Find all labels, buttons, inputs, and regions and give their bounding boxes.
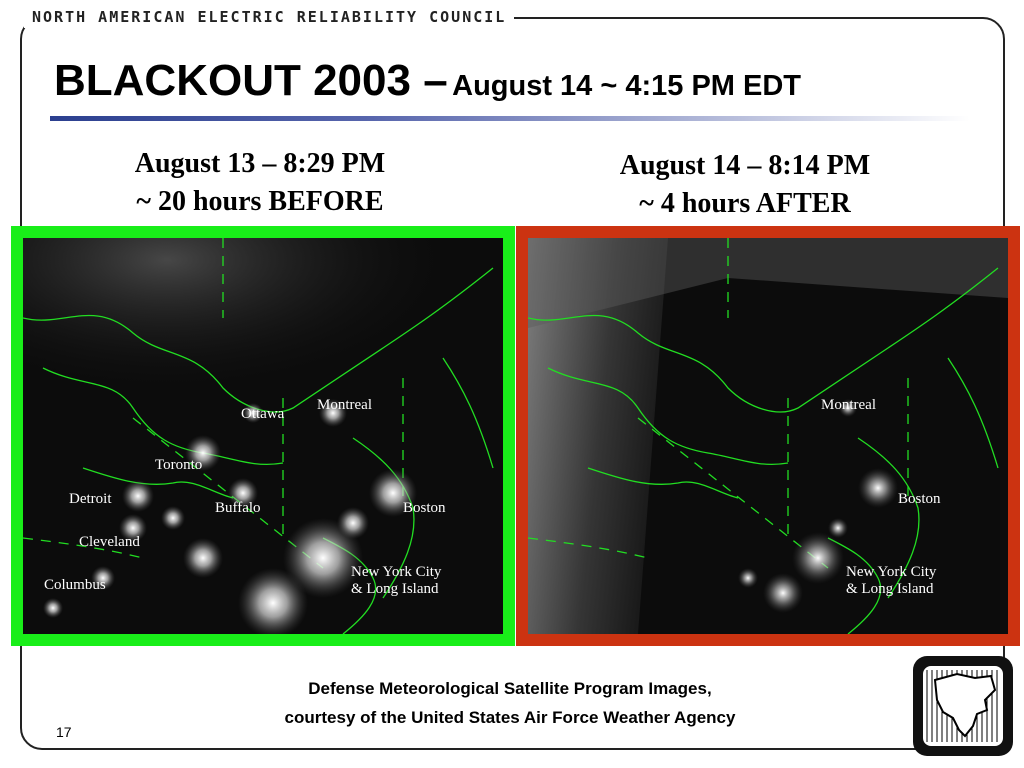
before-label-long-island: & Long Island [351,581,439,597]
before-label-columbus: Columbus [44,577,106,593]
before-caption-date: August 13 – 8:29 PM [134,148,386,179]
after-caption: August 14 – 8:14 PM ~ 4 hours AFTER [545,147,945,223]
before-caption: August 13 – 8:29 PM ~ 20 hours BEFORE [60,145,460,221]
after-satellite-image: Montreal Boston New York City & Long Isl… [516,226,1020,646]
after-caption-date: August 14 – 8:14 PM [619,150,871,181]
before-label-toronto: Toronto [155,457,202,473]
before-label-ottawa: Ottawa [241,406,285,422]
after-border-lines [528,238,999,634]
before-caption-offset: ~ 20 hours BEFORE [136,186,384,217]
before-map: Ottawa Montreal Toronto Detroit Buffalo … [23,238,503,634]
slide-title: BLACKOUT 2003 – August 14 ~ 4:15 PM EDT [54,56,801,106]
before-label-cleveland: Cleveland [79,534,140,550]
credit-line-1: Defense Meteorological Satellite Program… [308,679,712,698]
after-label-nyc: New York City [846,564,937,580]
before-label-buffalo: Buffalo [215,500,261,516]
before-label-nyc: New York City [351,564,442,580]
after-label-boston: Boston [898,491,941,507]
organization-header: NORTH AMERICAN ELECTRIC RELIABILITY COUN… [24,6,515,28]
nerc-logo [913,656,1013,756]
after-caption-offset: ~ 4 hours AFTER [639,188,851,219]
before-city-lights [43,399,417,634]
slide-number: 17 [56,724,72,740]
image-credit: Defense Meteorological Satellite Program… [200,674,820,732]
after-label-montreal: Montreal [821,397,876,413]
title-main: BLACKOUT 2003 – [54,56,448,105]
before-label-detroit: Detroit [69,491,112,507]
after-city-lights [738,399,898,613]
before-label-montreal: Montreal [317,397,372,413]
credit-line-2: courtesy of the United States Air Force … [284,708,736,727]
after-map: Montreal Boston New York City & Long Isl… [528,238,1008,634]
title-underline [50,116,970,121]
before-satellite-image: Ottawa Montreal Toronto Detroit Buffalo … [11,226,515,646]
title-subtitle: August 14 ~ 4:15 PM EDT [452,70,802,102]
north-america-map-icon [923,666,1003,746]
before-label-boston: Boston [403,500,446,516]
after-label-long-island: & Long Island [846,581,934,597]
